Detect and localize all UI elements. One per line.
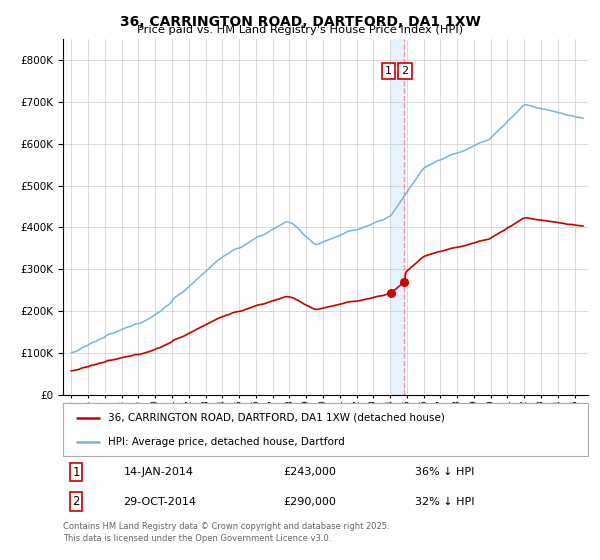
Text: 2: 2 <box>73 495 80 508</box>
Bar <box>391 39 404 395</box>
Text: 29-OCT-2014: 29-OCT-2014 <box>124 497 196 507</box>
Text: 14-JAN-2014: 14-JAN-2014 <box>124 467 193 477</box>
Text: Contains HM Land Registry data © Crown copyright and database right 2025.
This d: Contains HM Land Registry data © Crown c… <box>63 522 389 543</box>
Text: 2: 2 <box>401 66 409 76</box>
Text: 1: 1 <box>385 66 392 76</box>
Text: £243,000: £243,000 <box>284 467 337 477</box>
Text: 36, CARRINGTON ROAD, DARTFORD, DA1 1XW: 36, CARRINGTON ROAD, DARTFORD, DA1 1XW <box>119 15 481 29</box>
Text: Price paid vs. HM Land Registry's House Price Index (HPI): Price paid vs. HM Land Registry's House … <box>137 25 463 35</box>
Text: 1: 1 <box>73 465 80 479</box>
Text: £290,000: £290,000 <box>284 497 337 507</box>
Text: 36% ↓ HPI: 36% ↓ HPI <box>415 467 474 477</box>
Text: HPI: Average price, detached house, Dartford: HPI: Average price, detached house, Dart… <box>107 437 344 447</box>
Text: 36, CARRINGTON ROAD, DARTFORD, DA1 1XW (detached house): 36, CARRINGTON ROAD, DARTFORD, DA1 1XW (… <box>107 413 445 423</box>
Text: 32% ↓ HPI: 32% ↓ HPI <box>415 497 474 507</box>
